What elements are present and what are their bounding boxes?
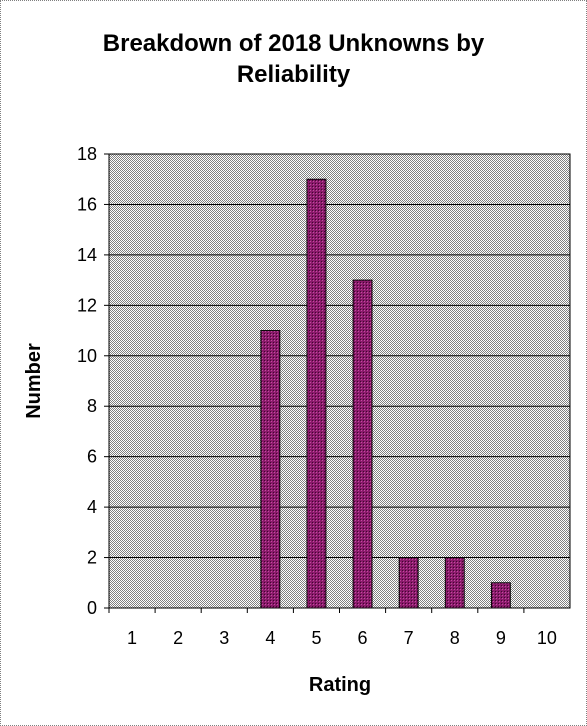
y-axis-label: Number <box>23 343 45 419</box>
y-axis-ticks: 0 2 4 6 8 10 12 14 16 18 <box>77 144 109 618</box>
x-tick-label: 7 <box>404 628 414 648</box>
x-axis-ticks: 1 2 3 4 5 6 7 8 9 10 <box>108 608 557 648</box>
y-tick-label: 4 <box>87 497 97 517</box>
bar-rating-9 <box>490 582 511 609</box>
y-tick-label: 18 <box>77 144 97 164</box>
bar-rating-6 <box>352 279 373 609</box>
bar-rating-8 <box>444 557 465 609</box>
x-tick-label: 8 <box>450 628 460 648</box>
x-axis-label: Rating <box>309 674 371 696</box>
bar-rating-7 <box>398 557 419 609</box>
y-tick-label: 0 <box>87 598 97 618</box>
gridlines <box>109 203 570 559</box>
y-tick-label: 6 <box>87 447 97 467</box>
bar-rating-4 <box>260 330 281 609</box>
x-tick-label: 6 <box>358 628 368 648</box>
x-tick-label: 2 <box>173 628 183 648</box>
y-tick-label: 2 <box>87 548 97 568</box>
x-tick-label: 1 <box>127 628 137 648</box>
bar-rating-5 <box>306 178 327 609</box>
x-tick-label: 9 <box>496 628 506 648</box>
y-tick-label: 14 <box>77 245 97 265</box>
plot-area <box>108 153 571 609</box>
x-tick-label: 5 <box>311 628 321 648</box>
y-tick-label: 8 <box>87 396 97 416</box>
y-tick-label: 12 <box>77 295 97 315</box>
x-tick-label: 3 <box>219 628 229 648</box>
x-tick-label: 4 <box>265 628 275 648</box>
y-tick-label: 10 <box>77 346 97 366</box>
chart-title: Breakdown of 2018 Unknowns by Reliabilit… <box>102 30 485 88</box>
x-tick-label: 10 <box>537 628 557 648</box>
y-tick-label: 16 <box>77 194 97 214</box>
